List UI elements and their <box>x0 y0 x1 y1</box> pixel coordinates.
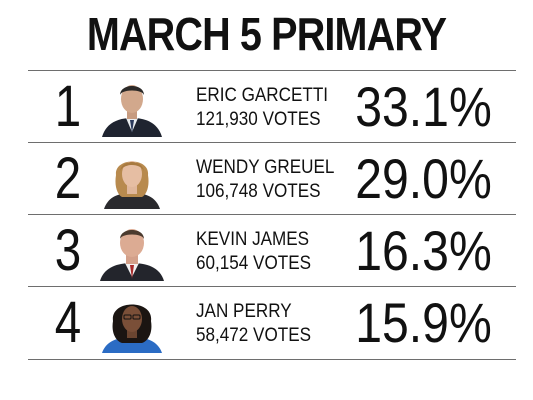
candidate-name: ERIC GARCETTI <box>196 85 329 106</box>
candidate-percent: 33.1% <box>355 75 492 138</box>
candidate-photo-garcetti <box>98 77 166 137</box>
candidate-name: WENDY GREUEL <box>196 157 335 178</box>
divider <box>28 142 516 143</box>
divider <box>28 214 516 215</box>
candidate-votes: 58,472 VOTES <box>196 325 312 346</box>
candidate-percent: 15.9% <box>355 291 492 354</box>
result-row-garcetti: 1 ERIC GARCETTI 121,930 VOTES 33.1% <box>28 71 516 143</box>
rank-number: 3 <box>54 218 82 283</box>
rank-number: 4 <box>54 290 82 355</box>
divider <box>28 359 516 360</box>
result-row-perry: 4 JAN PERRY 58,472 VOTES 15.9% <box>28 287 516 359</box>
rank-number: 1 <box>54 74 82 139</box>
candidate-photo-perry <box>98 293 166 353</box>
page-title: MARCH 5 PRIMARY <box>86 8 447 60</box>
candidate-name: KEVIN JAMES <box>196 229 310 250</box>
candidate-votes: 106,748 VOTES <box>196 181 321 202</box>
rank-number: 2 <box>54 146 82 211</box>
candidate-percent: 16.3% <box>355 219 492 282</box>
candidate-photo-greuel <box>98 149 166 209</box>
candidate-votes: 60,154 VOTES <box>196 253 312 274</box>
candidate-photo-james <box>98 221 166 281</box>
divider <box>28 286 516 287</box>
candidate-votes: 121,930 VOTES <box>196 109 321 130</box>
result-row-james: 3 KEVIN JAMES 60,154 VOTES 16.3% <box>28 215 516 287</box>
candidate-percent: 29.0% <box>355 147 492 210</box>
divider <box>28 70 516 71</box>
result-row-greuel: 2 WENDY GREUEL 106,748 VOTES 29.0% <box>28 143 516 215</box>
candidate-name: JAN PERRY <box>196 301 292 322</box>
